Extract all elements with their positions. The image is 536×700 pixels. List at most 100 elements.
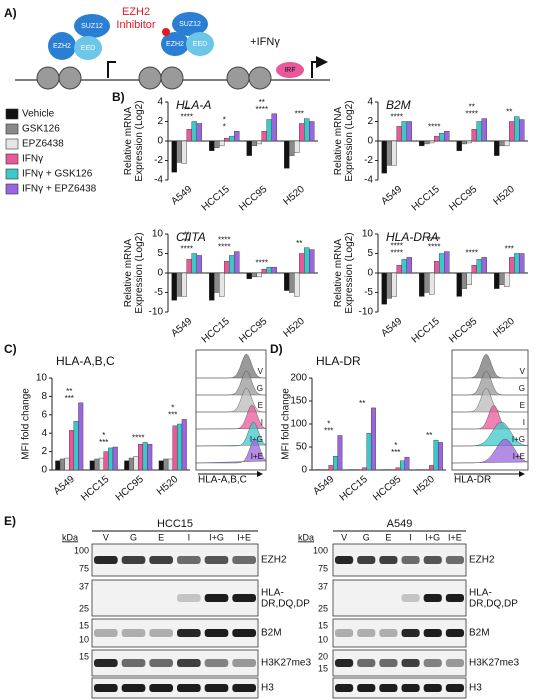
x-tick-label: A549 [52,474,77,498]
blot-membrane [332,677,467,699]
bar [456,272,462,297]
bar [444,251,450,274]
x-tick-label: HCC95 [371,474,404,504]
significance-label: **** [391,249,403,258]
blot-membrane [332,649,467,677]
significance-label: * [223,122,226,131]
bar [176,272,182,297]
bar [289,272,295,293]
histogram-lane-label: I+E [513,452,525,461]
mw-marker: 10 [318,634,328,644]
bar [401,121,407,142]
bar [404,456,410,471]
blot-band [357,629,376,637]
blot-band [423,684,442,692]
significance-label: * [102,431,105,440]
y-axis-label: MFI fold change [281,388,292,460]
significance-label: **** [218,243,230,252]
blot-band [204,594,229,602]
bar [167,458,173,471]
blot-title: HCC15 [157,518,193,530]
bar [419,272,425,297]
y-tick-label: 4 [157,97,163,108]
histogram-lane-label: V [258,367,264,376]
bar [209,140,215,151]
chart-title: HLA-DRA [386,230,439,244]
band-label: H3 [469,683,482,694]
significance-label: **** [256,258,268,267]
bar [246,272,252,280]
lane-label: E [385,532,391,542]
x-tick-label: HCC15 [338,474,371,504]
blot-title: A549 [387,518,413,530]
blot-band [204,684,229,692]
y-tick-label: 6 [41,409,47,420]
x-tick-label: H520 [281,316,307,340]
histogram-curve [196,370,266,396]
histogram-lane-label: I+E [251,452,263,461]
bar [89,460,95,471]
significance-label: **** [391,113,403,122]
bar [124,460,130,471]
bar [429,272,435,295]
significance-label: *** [324,427,333,436]
mw-marker: 15 [79,620,89,630]
mw-marker: 10 [79,634,89,644]
blot-membrane [91,649,259,677]
bar [514,116,520,142]
bar [284,140,290,169]
legend-label: GSK126 [22,124,60,135]
bar [494,272,500,289]
bar [434,135,440,142]
bar [519,119,525,142]
x-tick-label: A549 [169,316,194,340]
histogram-curve [195,438,267,464]
prc2-label: EZH2 [53,43,71,50]
y-tick-label: -2 [364,155,373,166]
legend-swatch [5,153,19,165]
y-tick-label: 10 [152,229,164,240]
bar [309,249,315,274]
histogram-curve [451,421,529,447]
x-tick-label: HCC95 [237,184,270,214]
bar [304,118,310,142]
significance-label: * [394,441,397,450]
blot-band [232,556,256,564]
y-tick-label: -4 [154,175,163,186]
histogram-lane-label: G [519,384,525,393]
chart-title: HLA-A [176,98,211,112]
blot-band [94,629,118,637]
bar [424,272,430,293]
bar [64,457,70,471]
blot-band [401,659,420,667]
x-tick-label: HCC15 [200,184,233,214]
bar [251,140,257,147]
bar [112,446,118,471]
x-tick-label: HCC95 [447,184,480,214]
bar [514,253,520,274]
x-tick-label: A549 [311,474,336,498]
x-tick-label: H520 [281,184,307,208]
blot-band [149,556,173,564]
lane-label: V [341,532,347,542]
significance-label: ** [506,108,512,117]
x-tick-label: HCC15 [200,316,233,346]
blot-band [401,684,420,692]
prc2-label: EED [193,41,207,48]
x-tick-label: A549 [379,316,404,340]
y-tick-label: -4 [364,175,373,186]
chart-title: HLA-DR [316,354,361,368]
y-axis-label: MFI fold change [21,388,32,460]
x-tick-label: HCC15 [410,184,443,214]
y-axis-label: Relative mRNA [333,239,344,308]
bar [266,119,272,142]
lane-label: I+E [237,532,251,542]
blot-band [379,659,398,667]
significance-label: *** [505,245,514,254]
x-tick-label: HCC95 [447,316,480,346]
histogram-curve [195,404,267,430]
bar [186,259,192,274]
lane-label: G [363,532,370,542]
bar [196,123,202,142]
bar [55,460,61,471]
